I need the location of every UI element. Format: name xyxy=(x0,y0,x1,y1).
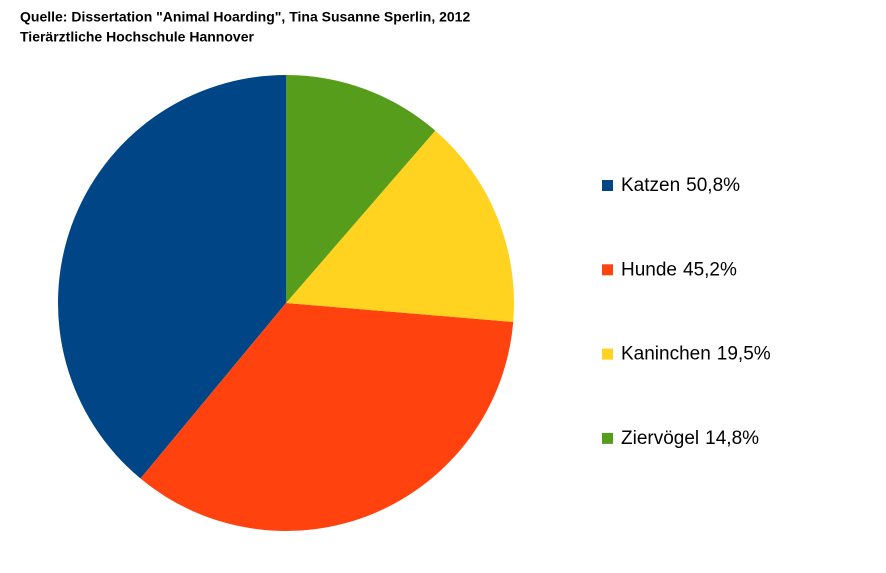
legend-value: 50,8% xyxy=(686,175,740,196)
legend-label: Hunde 45,2% xyxy=(621,259,737,280)
legend-swatch xyxy=(602,432,613,444)
legend-label: Ziervögel 14,8% xyxy=(621,428,759,449)
chart-subtitle: Tierärztliche Hochschule Hannover xyxy=(20,29,254,45)
legend-name: Hunde xyxy=(621,259,677,280)
legend-label: Kaninchen 19,5% xyxy=(621,344,771,365)
legend-swatch xyxy=(602,348,613,360)
legend-name: Kaninchen xyxy=(621,344,711,365)
legend-swatch xyxy=(602,264,613,276)
pie-slice xyxy=(286,130,514,322)
legend-value: 19,5% xyxy=(717,344,771,365)
pie-slice xyxy=(286,75,436,303)
legend-label: Katzen 50,8% xyxy=(621,175,740,196)
legend-name: Katzen xyxy=(621,175,680,196)
chart-title: Quelle: Dissertation "Animal Hoarding", … xyxy=(20,9,470,25)
legend-value: 14,8% xyxy=(705,428,759,449)
legend-value: 45,2% xyxy=(683,259,737,280)
pie-slice xyxy=(140,303,514,531)
pie-slice xyxy=(57,75,287,479)
legend-swatch xyxy=(602,180,613,191)
legend-name: Ziervögel xyxy=(621,428,699,449)
